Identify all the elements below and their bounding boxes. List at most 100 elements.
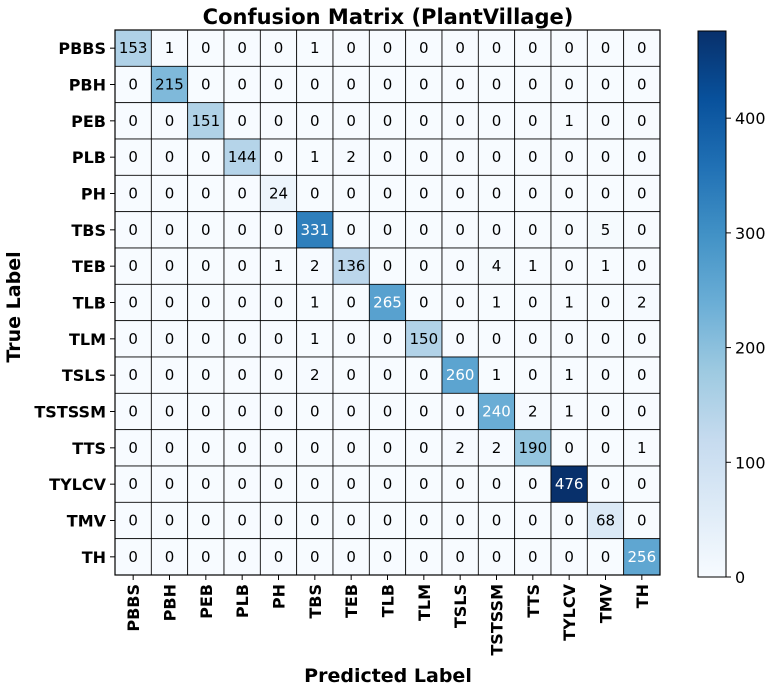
cell-value-label: 1 bbox=[165, 39, 175, 57]
cell-value-label: 0 bbox=[165, 112, 175, 130]
cell-value-label: 0 bbox=[128, 403, 138, 421]
cell-value-label: 0 bbox=[637, 76, 647, 94]
cell-value-label: 0 bbox=[346, 475, 356, 493]
cell-value-label: 0 bbox=[274, 330, 284, 348]
cell-value-label: 0 bbox=[528, 548, 538, 566]
cell-value-label: 1 bbox=[601, 257, 611, 275]
cell-value-label: 0 bbox=[165, 148, 175, 166]
heatmap-cell bbox=[477, 538, 516, 576]
cell-value-label: 0 bbox=[128, 439, 138, 457]
cell-value-label: 0 bbox=[237, 403, 247, 421]
cell-value-label: 0 bbox=[165, 330, 175, 348]
cell-value-label: 0 bbox=[237, 221, 247, 239]
cell-value-label: 2 bbox=[528, 403, 538, 421]
cell-value-label: 0 bbox=[455, 39, 465, 57]
cell-value-label: 0 bbox=[564, 148, 574, 166]
cell-value-label: 0 bbox=[383, 330, 393, 348]
heatmap-cell bbox=[368, 247, 407, 285]
cell-value-label: 0 bbox=[637, 330, 647, 348]
x-tick-label: PH bbox=[270, 584, 289, 609]
cell-value-label: 153 bbox=[119, 39, 148, 57]
heatmap-cell bbox=[550, 429, 588, 467]
heatmap-cell bbox=[187, 65, 225, 104]
cell-value-label: 0 bbox=[128, 221, 138, 239]
heatmap-cell bbox=[259, 247, 298, 285]
colorbar-tick-label: 400 bbox=[735, 109, 766, 128]
heatmap-cell bbox=[150, 138, 189, 176]
heatmap-cell bbox=[441, 102, 479, 140]
heatmap-cell bbox=[405, 211, 443, 249]
heatmap-cell bbox=[441, 283, 479, 322]
colorbar-ticks: 0 100 200 300 400 bbox=[726, 109, 766, 587]
cell-value-label: 0 bbox=[564, 257, 574, 275]
cell-value-label: 0 bbox=[601, 548, 611, 566]
cell-value-label: 0 bbox=[637, 403, 647, 421]
cell-value-label: 0 bbox=[383, 475, 393, 493]
y-tick-label: TMV bbox=[67, 512, 107, 531]
heatmap-cell bbox=[150, 65, 189, 104]
cell-value-label: 0 bbox=[346, 112, 356, 130]
cell-value-label: 0 bbox=[128, 475, 138, 493]
heatmap-cell bbox=[550, 465, 588, 503]
y-axis-ticks: PBBS PBH PEB PLB PH TBS TEB TLB TLM TSLS TSTSSM TTS… bbox=[34, 39, 115, 567]
cell-value-label: 0 bbox=[165, 366, 175, 384]
cell-value-label: 0 bbox=[310, 112, 320, 130]
cell-value-label: 0 bbox=[346, 185, 356, 203]
cell-value-label: 0 bbox=[492, 185, 502, 203]
cell-value-label: 0 bbox=[274, 475, 284, 493]
heatmap-cell bbox=[368, 65, 407, 104]
heatmap-cell bbox=[441, 247, 479, 285]
cell-value-label: 0 bbox=[601, 330, 611, 348]
cell-value-label: 0 bbox=[128, 185, 138, 203]
cell-value-label: 0 bbox=[419, 294, 429, 312]
heatmap-cell bbox=[477, 138, 516, 176]
cell-value-label: 0 bbox=[419, 366, 429, 384]
heatmap-cell bbox=[368, 356, 407, 394]
heatmap-cell bbox=[514, 174, 552, 213]
heatmap-cell bbox=[187, 320, 225, 358]
heatmap-cell bbox=[296, 65, 334, 104]
colorbar-gradient bbox=[697, 30, 727, 578]
cell-value-label: 0 bbox=[274, 294, 284, 312]
heatmap-cell bbox=[332, 102, 370, 140]
cell-value-label: 0 bbox=[383, 512, 393, 530]
x-tick-label: TTS bbox=[524, 584, 543, 618]
heatmap-cell bbox=[586, 138, 625, 176]
y-tick-label: TH bbox=[82, 548, 106, 567]
cell-value-label: 0 bbox=[528, 185, 538, 203]
cell-value-label: 0 bbox=[237, 548, 247, 566]
heatmap-cell bbox=[441, 174, 479, 213]
colorbar-tick-label: 200 bbox=[735, 339, 766, 358]
cell-value-label: 0 bbox=[637, 221, 647, 239]
cell-value-label: 1 bbox=[310, 330, 320, 348]
cell-value-label: 2 bbox=[455, 439, 465, 457]
cell-value-label: 0 bbox=[310, 512, 320, 530]
heatmap-cell bbox=[223, 138, 261, 176]
cell-value-label: 0 bbox=[637, 512, 647, 530]
heatmap-cell bbox=[296, 320, 334, 358]
x-tick-label: PLB bbox=[233, 584, 252, 618]
cell-value-label: 0 bbox=[128, 330, 138, 348]
heatmap-cell bbox=[150, 211, 189, 249]
y-tick-label: PLB bbox=[72, 148, 106, 167]
cell-value-label: 0 bbox=[383, 185, 393, 203]
cell-value-label: 0 bbox=[346, 221, 356, 239]
cell-value-label: 0 bbox=[637, 112, 647, 130]
cell-value-label: 0 bbox=[201, 257, 211, 275]
heatmap-cell bbox=[477, 320, 516, 358]
heatmap-cell bbox=[441, 29, 479, 67]
heatmap-cell bbox=[368, 138, 407, 176]
cell-value-label: 0 bbox=[383, 112, 393, 130]
heatmap-cell bbox=[332, 247, 370, 285]
cell-value-label: 0 bbox=[165, 185, 175, 203]
heatmap-cell bbox=[368, 465, 407, 503]
cell-value-label: 0 bbox=[419, 112, 429, 130]
heatmap-cell bbox=[623, 247, 661, 285]
cell-value-label: 0 bbox=[601, 76, 611, 94]
cell-value-label: 68 bbox=[596, 512, 615, 530]
heatmap-cell bbox=[223, 356, 261, 394]
heatmap-cell bbox=[150, 283, 189, 322]
cell-value-label: 1 bbox=[564, 294, 574, 312]
cell-value-label: 0 bbox=[128, 112, 138, 130]
